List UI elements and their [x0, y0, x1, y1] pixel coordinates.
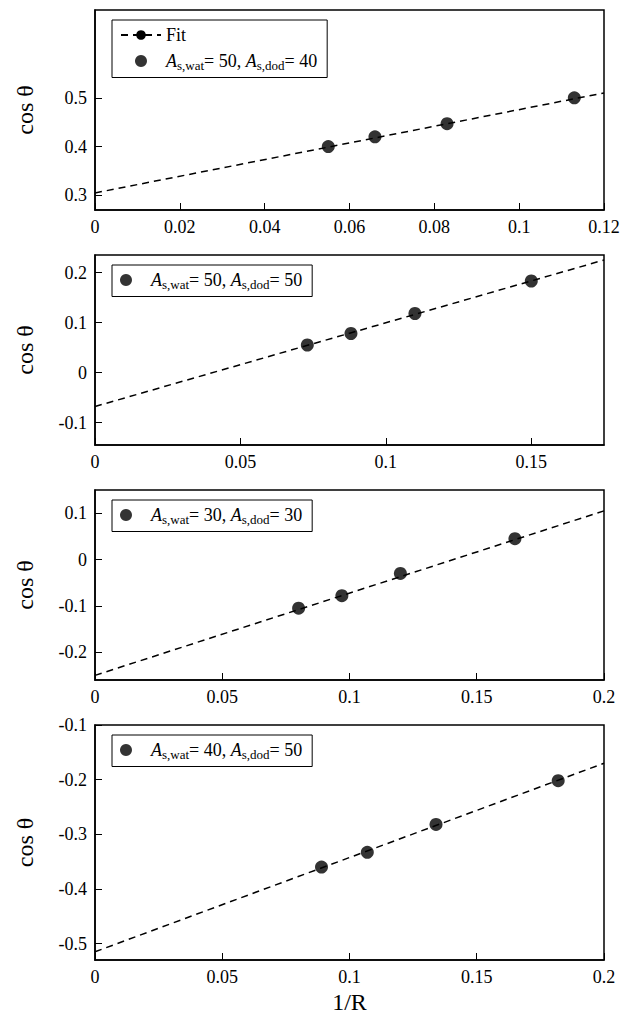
- svg-text:s,wat: s,wat: [162, 277, 189, 292]
- svg-text:cos θ: cos θ: [12, 325, 38, 375]
- svg-text:= 40: = 40: [285, 51, 318, 71]
- svg-text:= 50,: = 50,: [189, 270, 231, 290]
- svg-text:-0.2: -0.2: [59, 770, 88, 790]
- svg-text:A: A: [151, 505, 162, 525]
- svg-text:0.1: 0.1: [375, 452, 398, 472]
- svg-text:0.12: 0.12: [588, 217, 620, 237]
- svg-text:0.1: 0.1: [338, 967, 361, 987]
- svg-text:s,wat: s,wat: [177, 58, 204, 73]
- svg-text:= 50: = 50: [270, 270, 303, 290]
- svg-text:0.15: 0.15: [461, 687, 493, 707]
- svg-text:0.08: 0.08: [419, 217, 451, 237]
- svg-text:A: A: [166, 51, 177, 71]
- svg-text:-0.4: -0.4: [59, 879, 88, 899]
- svg-text:0.1: 0.1: [65, 313, 88, 333]
- svg-text:0.02: 0.02: [164, 217, 196, 237]
- svg-text:A: A: [245, 51, 257, 71]
- svg-text:cos θ: cos θ: [12, 818, 38, 868]
- svg-text:0.2: 0.2: [65, 263, 88, 283]
- svg-text:= 50,: = 50,: [204, 51, 246, 71]
- svg-text:A: A: [230, 270, 242, 290]
- svg-text:Fit: Fit: [166, 25, 186, 45]
- svg-text:0: 0: [91, 687, 100, 707]
- svg-text:0.05: 0.05: [225, 452, 256, 472]
- svg-text:0.05: 0.05: [207, 967, 239, 987]
- svg-text:cos θ: cos θ: [12, 560, 38, 610]
- svg-text:-0.5: -0.5: [59, 934, 88, 954]
- svg-text:s,dod: s,dod: [242, 747, 270, 762]
- svg-text:0.3: 0.3: [65, 185, 88, 205]
- svg-text:A: A: [151, 270, 162, 290]
- svg-text:-0.1: -0.1: [59, 596, 88, 616]
- svg-text:-0.3: -0.3: [59, 824, 88, 844]
- svg-text:0.15: 0.15: [461, 967, 493, 987]
- svg-text:0.06: 0.06: [334, 217, 366, 237]
- svg-text:0.2: 0.2: [593, 687, 616, 707]
- svg-text:= 40,: = 40,: [189, 740, 231, 760]
- svg-text:0.15: 0.15: [516, 452, 548, 472]
- svg-text:0: 0: [91, 967, 100, 987]
- svg-text:1/R: 1/R: [332, 989, 367, 1015]
- svg-text:= 30: = 30: [270, 505, 303, 525]
- svg-text:0.05: 0.05: [207, 687, 239, 707]
- svg-text:s,wat: s,wat: [162, 512, 189, 527]
- svg-text:0: 0: [78, 363, 87, 383]
- svg-text:0: 0: [91, 217, 100, 237]
- svg-text:0.1: 0.1: [508, 217, 531, 237]
- svg-text:0.1: 0.1: [65, 503, 88, 523]
- svg-text:A: A: [230, 740, 242, 760]
- svg-text:A: A: [151, 740, 162, 760]
- svg-text:s,dod: s,dod: [242, 512, 270, 527]
- svg-text:s,dod: s,dod: [257, 58, 285, 73]
- svg-text:0: 0: [91, 452, 100, 472]
- svg-text:-0.1: -0.1: [59, 413, 88, 433]
- svg-text:cos θ: cos θ: [12, 85, 38, 135]
- svg-text:s,dod: s,dod: [242, 277, 270, 292]
- svg-text:= 50: = 50: [270, 740, 303, 760]
- svg-text:0: 0: [78, 550, 87, 570]
- svg-text:A: A: [230, 505, 242, 525]
- svg-text:0.04: 0.04: [249, 217, 281, 237]
- svg-text:0.2: 0.2: [593, 967, 616, 987]
- svg-text:-0.1: -0.1: [59, 715, 88, 735]
- svg-text:0.4: 0.4: [65, 137, 88, 157]
- svg-text:0.5: 0.5: [65, 88, 88, 108]
- svg-text:-0.2: -0.2: [59, 642, 88, 662]
- svg-text:= 30,: = 30,: [189, 505, 231, 525]
- svg-text:s,wat: s,wat: [162, 747, 189, 762]
- svg-text:0.1: 0.1: [338, 687, 361, 707]
